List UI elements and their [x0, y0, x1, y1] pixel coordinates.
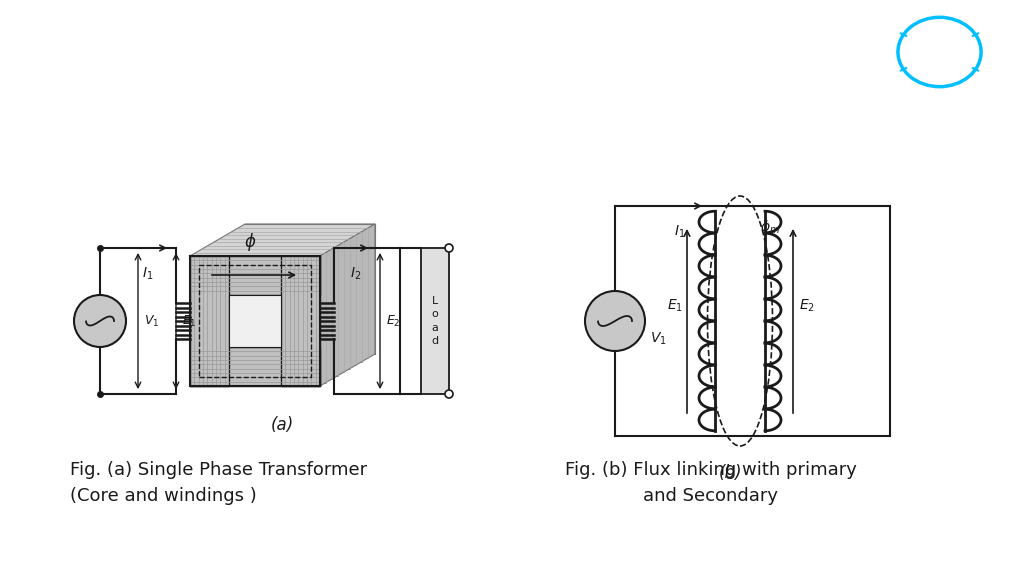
Polygon shape [232, 323, 362, 362]
Text: VOLTAGE: VOLTAGE [915, 90, 964, 100]
Text: (a): (a) [270, 416, 294, 434]
Text: — HUB —: — HUB — [922, 105, 957, 115]
Circle shape [585, 291, 645, 351]
Polygon shape [229, 295, 281, 347]
Polygon shape [190, 347, 319, 386]
Polygon shape [214, 242, 253, 372]
Polygon shape [196, 253, 234, 383]
Polygon shape [226, 235, 356, 274]
Text: L
o
a
d: L o a d [431, 296, 438, 346]
Circle shape [74, 295, 126, 347]
Text: $I_2$: $I_2$ [350, 266, 361, 282]
Polygon shape [220, 239, 350, 278]
Bar [421, 248, 449, 394]
Polygon shape [329, 228, 368, 358]
Text: $E_2$: $E_2$ [386, 313, 400, 328]
Polygon shape [232, 232, 271, 362]
Polygon shape [319, 224, 375, 386]
Text: THE: THE [933, 77, 946, 84]
Polygon shape [232, 232, 362, 271]
Polygon shape [293, 249, 332, 379]
Text: $I_1$: $I_1$ [142, 266, 154, 282]
Text: $\phi$: $\phi$ [244, 231, 256, 253]
Text: $E_2$: $E_2$ [799, 298, 815, 314]
Polygon shape [190, 256, 229, 386]
Polygon shape [220, 239, 259, 369]
Polygon shape [311, 239, 350, 369]
Polygon shape [214, 333, 344, 372]
Text: $V_1$: $V_1$ [144, 313, 160, 328]
Polygon shape [208, 246, 338, 285]
Polygon shape [190, 224, 375, 256]
Polygon shape [245, 224, 284, 354]
Text: $V_1$: $V_1$ [650, 331, 667, 347]
Polygon shape [220, 330, 350, 369]
Circle shape [445, 390, 453, 398]
Polygon shape [323, 232, 362, 362]
Text: Fig. (a) Single Phase Transformer
(Core and windings ): Fig. (a) Single Phase Transformer (Core … [70, 461, 368, 505]
Polygon shape [196, 253, 326, 292]
Bar [199, 265, 311, 377]
Text: (b): (b) [718, 464, 741, 482]
Polygon shape [245, 224, 375, 263]
Polygon shape [202, 249, 241, 379]
Polygon shape [190, 256, 319, 295]
Text: $\phi_m$: $\phi_m$ [760, 218, 780, 236]
Polygon shape [238, 319, 368, 358]
Polygon shape [245, 315, 375, 354]
Polygon shape [214, 242, 344, 281]
Text: $E_1$: $E_1$ [667, 298, 683, 314]
Text: $E_1$: $E_1$ [182, 313, 197, 328]
Polygon shape [226, 326, 356, 365]
Polygon shape [317, 235, 356, 365]
Circle shape [445, 244, 453, 252]
Text: $I_1$: $I_1$ [675, 224, 686, 240]
Text: Fig. (b) Flux linking with primary
and Secondary: Fig. (b) Flux linking with primary and S… [565, 461, 857, 505]
Polygon shape [238, 228, 278, 358]
Polygon shape [336, 224, 375, 354]
Polygon shape [196, 344, 326, 383]
Polygon shape [208, 246, 247, 376]
Polygon shape [281, 256, 319, 386]
Polygon shape [202, 249, 332, 288]
Polygon shape [238, 228, 368, 267]
Polygon shape [287, 253, 326, 383]
Polygon shape [305, 242, 344, 372]
Polygon shape [226, 235, 265, 365]
Polygon shape [208, 337, 338, 376]
Polygon shape [202, 340, 332, 379]
Polygon shape [299, 246, 338, 376]
